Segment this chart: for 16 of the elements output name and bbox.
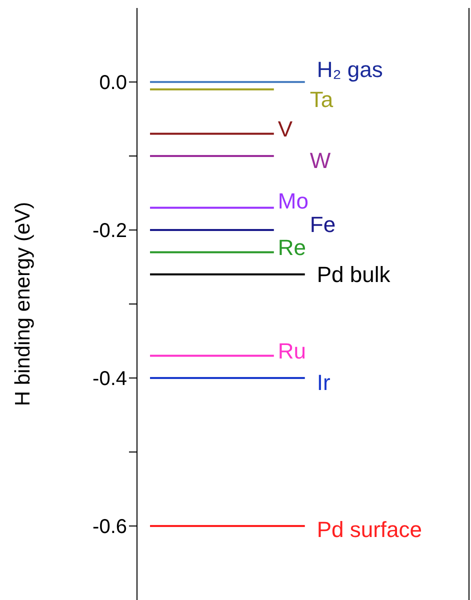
y-tick-label: -0.6 (92, 516, 127, 538)
series-label: Ir (316, 370, 330, 395)
series-label: Mo (278, 188, 308, 214)
series-label: Re (278, 235, 306, 260)
series-label: Pd surface (316, 516, 422, 542)
series-label: Pd bulk (316, 262, 392, 288)
series-label: Fe (310, 212, 336, 237)
series-label: W (310, 148, 331, 173)
y-tick-label: 0.0 (99, 72, 127, 94)
series-label: V (278, 116, 293, 142)
y-tick-label: -0.4 (92, 368, 127, 390)
y-tick-label: -0.2 (92, 220, 127, 242)
series-label: H₂ gas (316, 56, 383, 82)
y-axis-title: H binding energy (eV) (11, 202, 34, 406)
series-label: Ta (310, 87, 334, 112)
series-label: Ru (278, 338, 306, 364)
